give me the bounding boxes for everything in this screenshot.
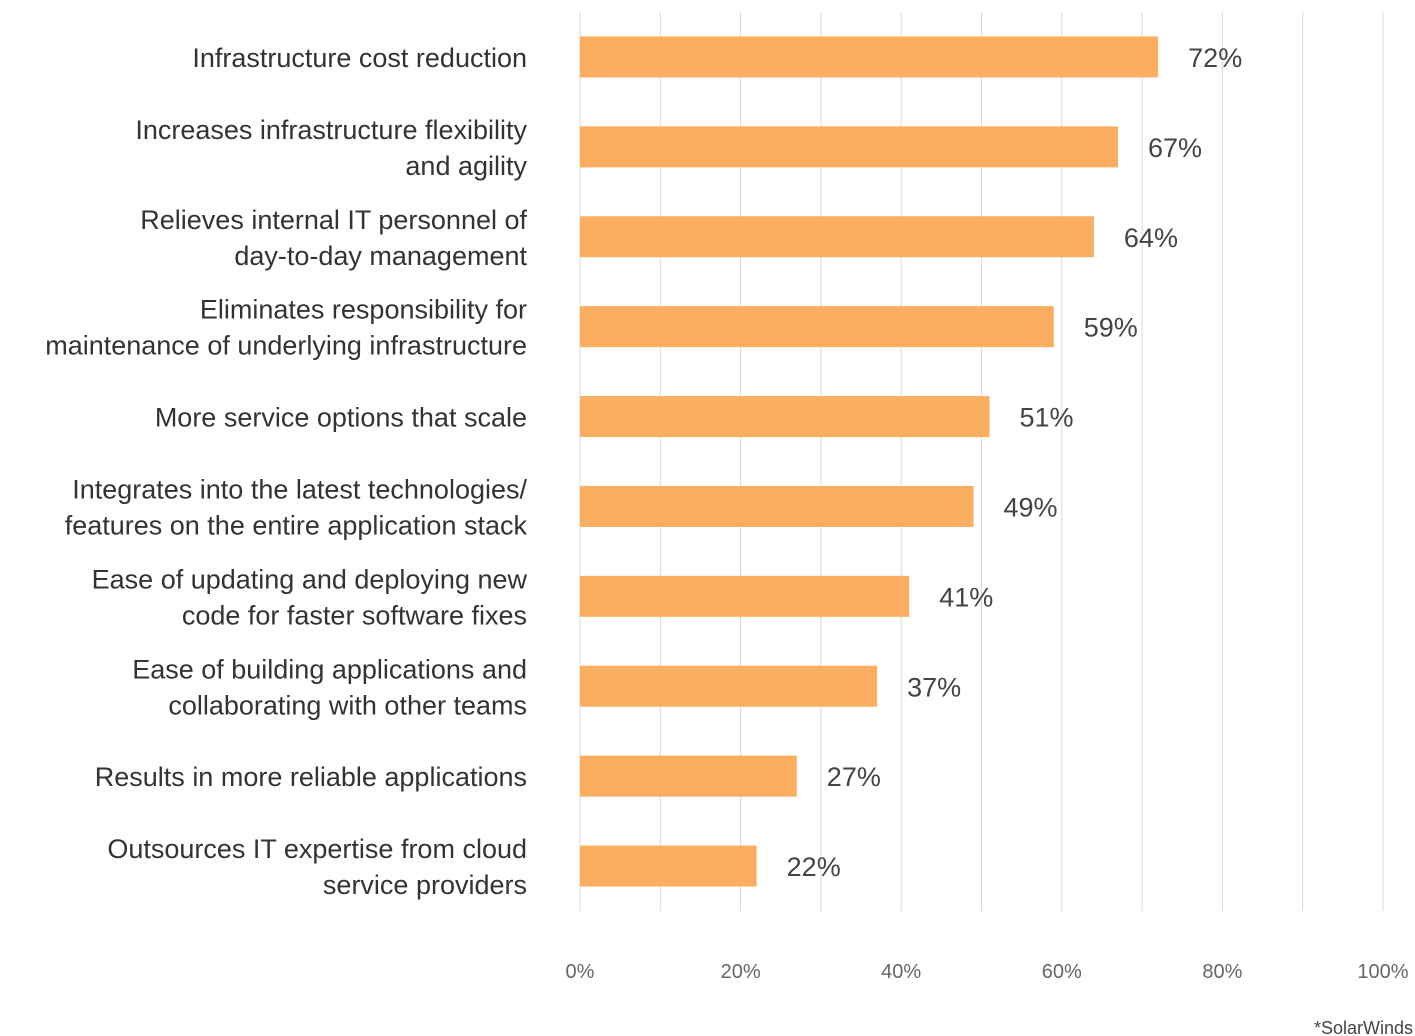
source-note: *SolarWinds [1314, 1018, 1413, 1036]
bar [580, 36, 1159, 78]
value-label: 59% [1084, 313, 1138, 343]
x-tick-label: 100% [1357, 961, 1408, 983]
category-label: Integrates into the latest technologies/… [65, 474, 528, 540]
bar [580, 755, 797, 797]
x-tick-label: 0% [566, 961, 595, 983]
category-label-line: Ease of updating and deploying new [92, 564, 528, 594]
bar [580, 126, 1119, 168]
category-label: Increases infrastructure flexibility and … [135, 115, 527, 181]
bar [580, 306, 1054, 348]
category-label-line: Ease of building applications and [132, 654, 527, 684]
category-label-line: maintenance of underlying infrastructure [45, 331, 527, 361]
x-axis-ticks: 0% 20% 40% 60% 80% 100% [566, 961, 1409, 983]
bar [580, 396, 990, 438]
category-labels: Infrastructure cost reduction Increases i… [45, 43, 527, 900]
category-label: Relieves internal IT personnel of day-to-… [140, 205, 527, 271]
category-label-line: Outsources IT expertise from cloud [107, 834, 527, 864]
category-label: Ease of building applications and collabo… [132, 654, 527, 720]
category-label: Outsources IT expertise from cloud servic… [107, 834, 527, 900]
value-label: 64% [1124, 223, 1178, 253]
category-label-line: Relieves internal IT personnel of [140, 205, 527, 235]
category-label-line: Increases infrastructure flexibility [135, 115, 527, 145]
x-tick-label: 60% [1042, 961, 1082, 983]
value-label: 27% [827, 762, 881, 792]
value-label: 72% [1188, 43, 1242, 73]
category-label: Eliminates responsibility for maintenance… [45, 295, 527, 361]
category-label-line: Results in more reliable applications [95, 762, 527, 792]
category-label-line: Infrastructure cost reduction [192, 43, 527, 73]
value-label: 67% [1148, 133, 1202, 163]
category-label-line: collaborating with other teams [168, 690, 527, 720]
category-label: Ease of updating and deploying new code f… [92, 564, 528, 630]
bar [580, 665, 878, 707]
bar [580, 575, 910, 617]
category-label-line: code for faster software fixes [182, 600, 527, 630]
category-label-line: More service options that scale [155, 403, 527, 433]
category-label: More service options that scale [155, 403, 527, 433]
category-label-line: and agility [405, 151, 527, 181]
category-label-line: Eliminates responsibility for [200, 295, 527, 325]
bar [580, 216, 1094, 258]
value-labels: 72% 67% 64% 59% 51% 49% 41% 37% 27% 22% [787, 43, 1243, 882]
category-label-line: features on the entire application stack [65, 510, 528, 540]
category-label-line: Integrates into the latest technologies/ [72, 474, 527, 504]
value-label: 49% [1003, 492, 1057, 522]
bar [580, 485, 974, 527]
category-label: Infrastructure cost reduction [192, 43, 527, 73]
value-label: 51% [1020, 403, 1074, 433]
value-label: 22% [787, 852, 841, 882]
category-label: Results in more reliable applications [95, 762, 527, 792]
x-tick-label: 40% [881, 961, 921, 983]
value-label: 41% [939, 582, 993, 612]
category-label-line: day-to-day management [234, 241, 527, 271]
x-tick-label: 20% [721, 961, 761, 983]
value-label: 37% [907, 672, 961, 702]
bars [580, 36, 1159, 887]
x-tick-label: 80% [1202, 961, 1242, 983]
bar [580, 845, 757, 887]
category-label-line: service providers [323, 870, 527, 900]
